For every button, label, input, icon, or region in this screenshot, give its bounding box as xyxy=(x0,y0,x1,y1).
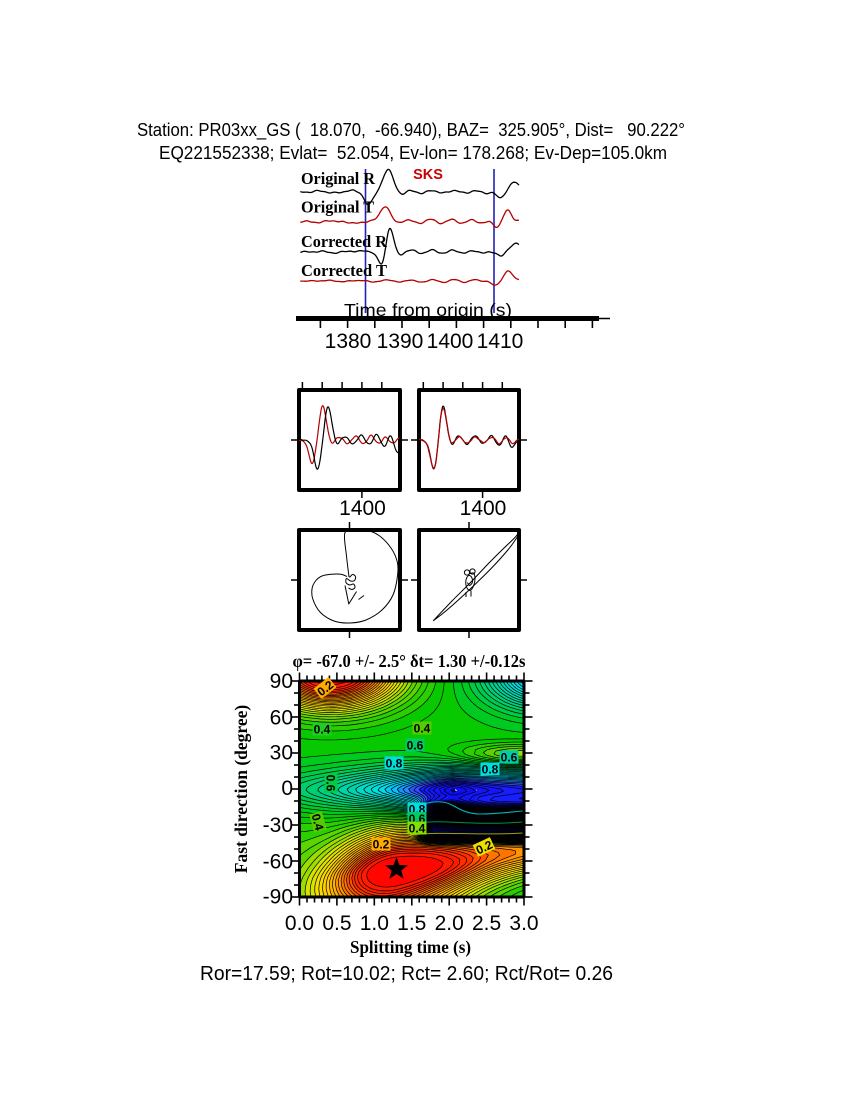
svg-text:0: 0 xyxy=(281,777,293,800)
svg-text:0.6: 0.6 xyxy=(501,751,518,765)
svg-text:Corrected T: Corrected T xyxy=(301,261,387,280)
svg-text:EQ221552338; Evlat= 52.054, E: EQ221552338; Evlat= 52.054, Ev-lon= 178.… xyxy=(159,142,667,163)
svg-text:60: 60 xyxy=(270,706,293,729)
svg-text:0.6: 0.6 xyxy=(324,775,338,792)
svg-text:Station: PR03xx_GS ( 18.070,: Station: PR03xx_GS ( 18.070, -66.940), B… xyxy=(137,119,685,141)
svg-text:1.0: 1.0 xyxy=(360,912,389,935)
svg-text:1400: 1400 xyxy=(460,497,507,520)
svg-text:90: 90 xyxy=(270,670,293,693)
svg-text:-90: -90 xyxy=(263,886,293,909)
svg-text:0.0: 0.0 xyxy=(285,912,314,935)
svg-text:0.6: 0.6 xyxy=(407,739,424,753)
svg-text:0.4: 0.4 xyxy=(414,722,431,736)
svg-text:2.0: 2.0 xyxy=(435,912,464,935)
svg-text:0.2: 0.2 xyxy=(373,838,390,852)
svg-text:-60: -60 xyxy=(263,850,293,873)
svg-text:Fast direction (degree): Fast direction (degree) xyxy=(231,705,251,874)
svg-text:Ror=17.59; Rot=10.02; Rct= 2.6: Ror=17.59; Rot=10.02; Rct= 2.60; Rct/Rot… xyxy=(200,963,613,985)
svg-text:Corrected R: Corrected R xyxy=(301,232,388,251)
svg-text:0.4: 0.4 xyxy=(409,822,426,836)
svg-text:Original R: Original R xyxy=(301,169,376,188)
svg-text:2.5: 2.5 xyxy=(472,912,501,935)
svg-text:1410: 1410 xyxy=(477,330,524,353)
svg-text:1400: 1400 xyxy=(339,497,386,520)
svg-text:φ= -67.0 +/- 2.5° δt= 1.30 +/-: φ= -67.0 +/- 2.5° δt= 1.30 +/-0.12s xyxy=(293,651,526,671)
svg-text:-30: -30 xyxy=(263,814,293,837)
svg-text:0.4: 0.4 xyxy=(309,812,327,832)
svg-text:1380: 1380 xyxy=(325,330,372,353)
svg-text:1390: 1390 xyxy=(377,330,424,353)
svg-text:0.8: 0.8 xyxy=(482,763,499,777)
svg-text:1.5: 1.5 xyxy=(397,912,426,935)
svg-text:SKS: SKS xyxy=(413,167,443,183)
svg-text:0.8: 0.8 xyxy=(386,757,403,771)
svg-text:30: 30 xyxy=(270,741,293,764)
svg-text:Splitting time (s): Splitting time (s) xyxy=(350,937,471,957)
svg-text:Original T: Original T xyxy=(301,198,374,217)
svg-text:3.0: 3.0 xyxy=(509,912,538,935)
svg-text:1400: 1400 xyxy=(427,330,474,353)
svg-text:0.2: 0.2 xyxy=(474,837,495,857)
svg-text:0.4: 0.4 xyxy=(314,723,331,737)
svg-text:Time from origin (s): Time from origin (s) xyxy=(344,300,512,320)
svg-text:0.5: 0.5 xyxy=(322,912,351,935)
